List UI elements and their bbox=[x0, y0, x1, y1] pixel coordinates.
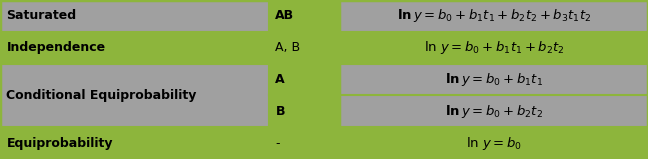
Bar bbox=[0, 127, 648, 159]
Text: $\mathbf{ln}\,y = b_0 + b_2t_2$: $\mathbf{ln}\,y = b_0 + b_2t_2$ bbox=[445, 103, 543, 120]
Text: A, B: A, B bbox=[275, 41, 301, 54]
Text: Independence: Independence bbox=[6, 41, 106, 54]
Bar bbox=[0, 64, 648, 127]
Bar bbox=[269, 0, 340, 32]
Bar bbox=[269, 64, 340, 127]
Bar bbox=[269, 32, 340, 64]
Text: AB: AB bbox=[275, 9, 295, 22]
Text: $\ln\,y = b_0$: $\ln\,y = b_0$ bbox=[466, 135, 522, 152]
Text: Saturated: Saturated bbox=[6, 9, 76, 22]
Text: $\mathbf{ln}\,y = b_0 + b_1t_1 + b_2t_2 + b_3t_1t_2$: $\mathbf{ln}\,y = b_0 + b_1t_1 + b_2t_2 … bbox=[397, 7, 591, 24]
Text: $\ln\,y = b_0 + b_1t_1 + b_2t_2$: $\ln\,y = b_0 + b_1t_1 + b_2t_2$ bbox=[424, 39, 564, 56]
Bar bbox=[0, 0, 648, 32]
Text: A: A bbox=[275, 73, 285, 86]
Text: Conditional Equiprobability: Conditional Equiprobability bbox=[6, 89, 197, 102]
Bar bbox=[0, 32, 648, 64]
Text: $\mathbf{ln}\,y = b_0 + b_1t_1$: $\mathbf{ln}\,y = b_0 + b_1t_1$ bbox=[445, 71, 543, 88]
Text: B: B bbox=[275, 105, 285, 118]
Text: -: - bbox=[275, 137, 280, 150]
Bar bbox=[269, 127, 340, 159]
Text: Equiprobability: Equiprobability bbox=[6, 137, 113, 150]
